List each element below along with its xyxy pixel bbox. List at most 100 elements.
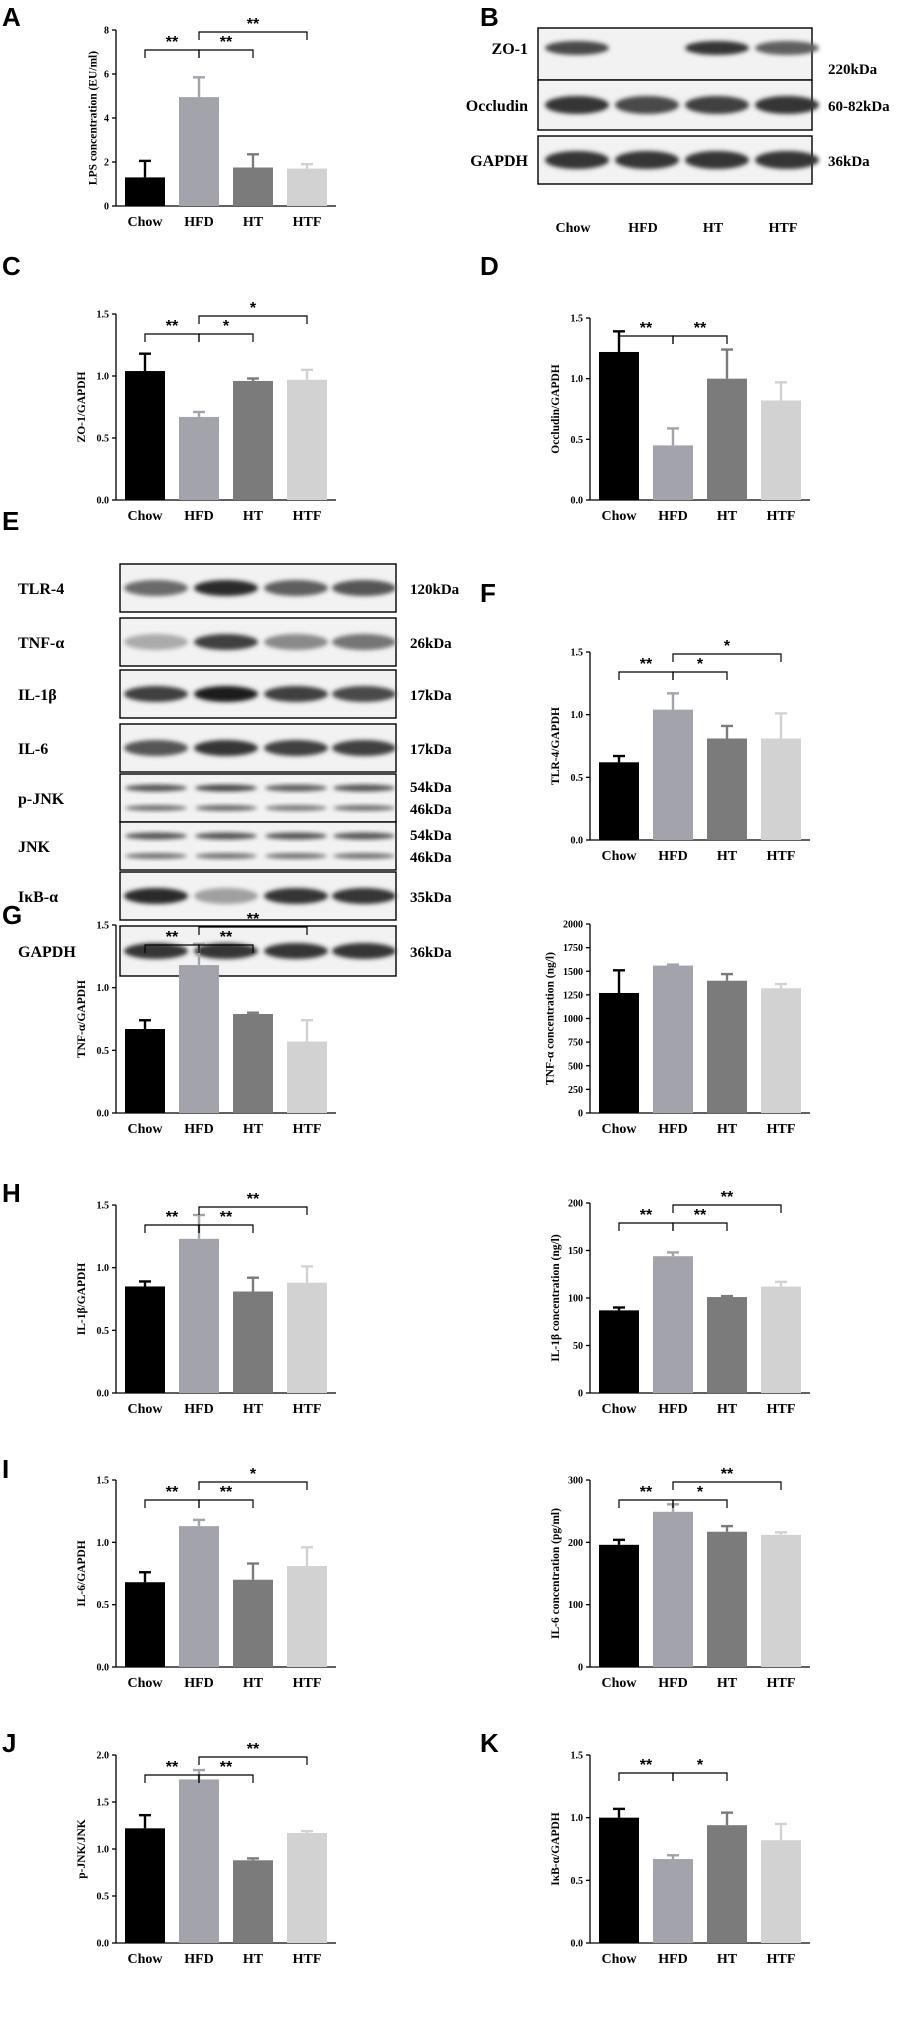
blot-e-band-7-0 — [124, 943, 188, 959]
x-tick-label: HFD — [184, 1122, 214, 1137]
significance-label: * — [223, 318, 230, 335]
bar-chow — [599, 351, 639, 500]
significance-label: ** — [640, 1757, 653, 1774]
y-axis-label: IL-6 concentration (pg/ml) — [550, 1508, 562, 1639]
significance-label: * — [250, 300, 257, 317]
significance-bracket — [618, 1499, 674, 1508]
y-tick-label: 0.5 — [97, 1326, 110, 1337]
blot-e-band-1-1 — [194, 634, 258, 650]
x-tick-label: HFD — [658, 1122, 688, 1137]
bar-htf — [761, 738, 801, 840]
x-tick-label: HT — [243, 1122, 264, 1137]
bar-htf — [287, 1833, 327, 1943]
significance-label: ** — [640, 656, 653, 673]
y-axis-label: p-JNK/JNK — [76, 1819, 88, 1878]
panel-labels: A B C D E F G H I J K — [2, 2, 499, 1758]
x-tick-label: Chow — [127, 1122, 163, 1137]
y-tick-label: 8 — [104, 26, 109, 37]
bar-chow — [599, 992, 639, 1113]
significance-label: ** — [247, 16, 260, 33]
bar-hfd — [179, 97, 219, 206]
western-blots: ZO-1 220kDa Occludin 60-82kDa GAPDH 36kDa Chow… — [18, 27, 890, 977]
blot-e-band-0-3 — [332, 580, 396, 596]
significance-bracket — [618, 335, 674, 344]
chart-h1: 0.0 0.5 1.0 1.5 IL-1β/GAPDH Chow HFD HT HTF ** ** *… — [76, 1191, 336, 1417]
blot-e-band-2-3 — [332, 686, 396, 702]
significance-bracket — [198, 1481, 308, 1490]
y-tick-label: 200 — [568, 1199, 583, 1210]
significance-label: ** — [166, 1484, 179, 1501]
x-tick-label: HTF — [293, 509, 322, 524]
bar-ht — [707, 1297, 747, 1393]
blot-b-row-label: Occludin — [466, 98, 528, 115]
panel-label-j: J — [2, 1728, 16, 1758]
blot-e-band-4-0-upper — [125, 784, 187, 792]
panel-label-d: D — [480, 251, 499, 281]
panel-label-k: K — [480, 1728, 499, 1758]
y-tick-label: 0.5 — [571, 435, 584, 446]
significance-bracket — [672, 1222, 728, 1231]
y-axis-label: TNF-α concentration (ng/l) — [545, 952, 557, 1085]
y-tick-label: 4 — [104, 114, 109, 125]
x-tick-label: HFD — [658, 1676, 688, 1691]
significance-label: ** — [247, 1741, 260, 1758]
significance-label: ** — [166, 1209, 179, 1226]
y-tick-label: 0.0 — [97, 1663, 110, 1674]
blot-e-band-5-0-upper — [125, 832, 187, 840]
x-tick-label: HT — [717, 509, 738, 524]
x-tick-label: HT — [717, 1402, 738, 1417]
x-tick-label: HTF — [293, 1402, 322, 1417]
bar-htf — [287, 1041, 327, 1113]
x-tick-label: HT — [243, 1952, 264, 1967]
y-tick-label: 250 — [568, 1085, 583, 1096]
y-tick-label: 0.5 — [97, 1892, 110, 1903]
blot-e-row-label: p-JNK — [18, 791, 65, 808]
bar-htf — [287, 1282, 327, 1393]
bar-chow — [599, 1310, 639, 1393]
blot-b-lane-label: Chow — [555, 221, 591, 236]
blot-b-band-2-0 — [545, 151, 609, 169]
x-tick-label: HFD — [658, 1402, 688, 1417]
blot-e-band-4-2-upper — [265, 784, 327, 792]
significance-bracket — [198, 1224, 254, 1233]
bar-hfd — [179, 1238, 219, 1393]
blot-b-band-1-1 — [615, 96, 679, 114]
y-tick-label: 0.5 — [571, 1876, 584, 1887]
y-tick-label: 2000 — [563, 920, 583, 931]
bar-htf — [761, 400, 801, 500]
bar-chow — [599, 1817, 639, 1943]
blot-e-band-6-1 — [194, 888, 258, 904]
y-tick-label: 1500 — [563, 967, 583, 978]
x-tick-label: HTF — [293, 1122, 322, 1137]
y-axis-label: IL-6/GAPDH — [76, 1540, 88, 1607]
chart-i2: 0 100 200 300 IL-6 concentration (pg/ml) Chow… — [550, 1466, 810, 1691]
blot-e-band-1-3 — [332, 634, 396, 650]
bar-ht — [233, 380, 273, 500]
x-tick-label: HT — [243, 509, 264, 524]
significance-label: * — [697, 1484, 704, 1501]
blot-e-band-1-0 — [124, 634, 188, 650]
significance-bracket — [672, 671, 728, 680]
blot-e-band-2-0 — [124, 686, 188, 702]
bar-ht — [233, 1579, 273, 1667]
bar-htf — [761, 1286, 801, 1393]
x-tick-label: HT — [717, 849, 738, 864]
blot-e-band-1-2 — [264, 634, 328, 650]
blot-e-band-6-0 — [124, 888, 188, 904]
significance-bracket — [198, 1499, 254, 1508]
x-tick-label: HFD — [184, 1952, 214, 1967]
significance-label: ** — [220, 1759, 233, 1776]
x-tick-label: Chow — [601, 1122, 637, 1137]
chart-j: 0.0 0.5 1.0 1.5 2.0 p-JNK/JNK Chow HFD HT HTF ** **… — [76, 1741, 336, 1967]
y-tick-label: 0.5 — [97, 1046, 110, 1057]
significance-bracket — [198, 315, 308, 324]
x-tick-label: HTF — [767, 1952, 796, 1967]
panel-label-c: C — [2, 251, 21, 281]
blot-e-kda-label: 46kDa — [410, 802, 452, 818]
x-tick-label: HFD — [184, 215, 214, 230]
blot-e-band-0-0 — [124, 580, 188, 596]
blot-b-kda-label: 220kDa — [828, 62, 878, 78]
bar-ht — [707, 1531, 747, 1667]
